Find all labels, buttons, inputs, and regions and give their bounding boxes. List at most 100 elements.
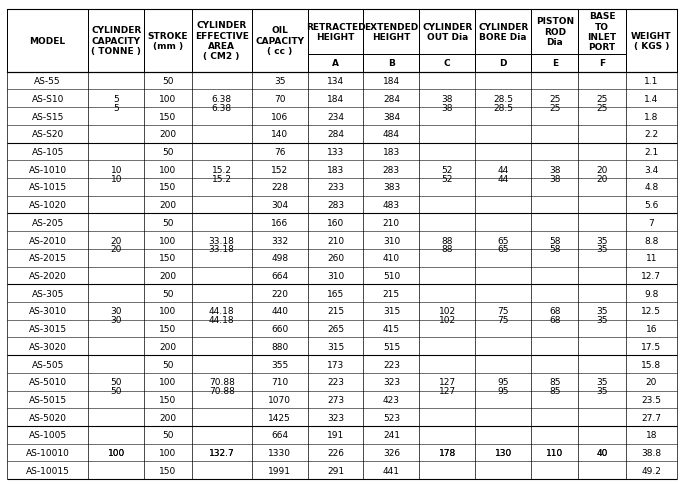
- Text: 332: 332: [271, 236, 288, 245]
- Text: 283: 283: [327, 201, 344, 210]
- Bar: [531, 461, 579, 479]
- Text: 58: 58: [549, 236, 560, 245]
- Text: 441: 441: [383, 466, 400, 475]
- Bar: [475, 55, 531, 73]
- Bar: [476, 214, 530, 284]
- Bar: [88, 461, 144, 479]
- Text: 100: 100: [159, 166, 176, 174]
- Bar: [531, 285, 579, 302]
- Bar: [308, 73, 363, 91]
- Bar: [475, 320, 531, 338]
- Bar: [475, 285, 531, 302]
- Bar: [531, 320, 579, 338]
- Bar: [88, 179, 144, 197]
- Text: 178: 178: [438, 448, 456, 457]
- Text: 40: 40: [596, 448, 607, 457]
- Text: 273: 273: [327, 395, 344, 404]
- Bar: [579, 320, 626, 338]
- Bar: [144, 426, 192, 444]
- Text: 28.5: 28.5: [493, 95, 513, 104]
- Bar: [144, 302, 192, 320]
- Text: A: A: [332, 60, 339, 68]
- Text: AS-2010: AS-2010: [29, 236, 66, 245]
- Bar: [363, 214, 419, 232]
- Bar: [579, 126, 626, 143]
- Bar: [475, 10, 531, 55]
- Text: AS-1005: AS-1005: [29, 430, 67, 439]
- Bar: [192, 408, 252, 426]
- Text: 880: 880: [271, 342, 289, 351]
- Bar: [363, 391, 419, 408]
- Bar: [7, 179, 88, 197]
- Bar: [88, 408, 144, 426]
- Text: AS-55: AS-55: [34, 77, 61, 86]
- Bar: [626, 214, 677, 232]
- Text: 215: 215: [327, 307, 344, 316]
- Bar: [192, 426, 252, 444]
- Text: 38: 38: [442, 104, 453, 112]
- Text: 165: 165: [327, 289, 344, 298]
- Bar: [252, 108, 308, 126]
- Text: CYLINDER
OUT Dia: CYLINDER OUT Dia: [422, 23, 473, 42]
- Bar: [7, 73, 88, 91]
- Text: 1.4: 1.4: [644, 95, 659, 104]
- Text: 200: 200: [159, 413, 176, 422]
- Bar: [579, 356, 625, 425]
- Text: 191: 191: [327, 430, 344, 439]
- Text: 265: 265: [327, 324, 344, 333]
- Text: 166: 166: [271, 218, 289, 227]
- Bar: [626, 285, 677, 302]
- Bar: [626, 373, 677, 391]
- Bar: [308, 214, 363, 232]
- Bar: [420, 214, 475, 284]
- Bar: [531, 144, 578, 213]
- Text: 323: 323: [327, 413, 344, 422]
- Bar: [363, 320, 419, 338]
- Text: 383: 383: [383, 183, 400, 192]
- Bar: [531, 161, 579, 179]
- Text: AS-5020: AS-5020: [29, 413, 66, 422]
- Bar: [192, 249, 252, 267]
- Text: 28.5: 28.5: [493, 104, 513, 112]
- Bar: [419, 179, 475, 197]
- Bar: [88, 355, 144, 373]
- Text: 18: 18: [646, 430, 657, 439]
- Text: 50: 50: [111, 378, 122, 386]
- Bar: [88, 10, 144, 73]
- Bar: [579, 391, 626, 408]
- Text: 20: 20: [111, 245, 122, 254]
- Text: 23.5: 23.5: [642, 395, 661, 404]
- Bar: [363, 10, 419, 55]
- Text: AS-205: AS-205: [31, 218, 64, 227]
- Bar: [252, 444, 308, 461]
- Text: 1.1: 1.1: [644, 77, 659, 86]
- Text: 44.18: 44.18: [209, 307, 235, 316]
- Text: AS-505: AS-505: [31, 360, 64, 369]
- Text: 38.8: 38.8: [642, 448, 661, 457]
- Text: 310: 310: [383, 236, 400, 245]
- Text: 70.88: 70.88: [209, 378, 235, 386]
- Bar: [7, 391, 88, 408]
- Text: 100: 100: [159, 236, 176, 245]
- Text: 85: 85: [549, 378, 560, 386]
- Text: 200: 200: [159, 272, 176, 280]
- Text: 50: 50: [162, 148, 174, 157]
- Bar: [7, 249, 88, 267]
- Text: 1425: 1425: [268, 413, 291, 422]
- Bar: [579, 214, 625, 284]
- Text: C: C: [444, 60, 451, 68]
- Bar: [626, 267, 677, 285]
- Bar: [363, 143, 419, 161]
- Bar: [626, 444, 677, 461]
- Text: 25: 25: [549, 104, 560, 112]
- Text: 44: 44: [497, 166, 509, 174]
- Bar: [475, 91, 531, 108]
- Bar: [144, 267, 192, 285]
- Text: 355: 355: [271, 360, 289, 369]
- Bar: [192, 144, 251, 213]
- Text: 150: 150: [159, 254, 176, 263]
- Text: 223: 223: [383, 360, 400, 369]
- Text: 127: 127: [438, 386, 456, 395]
- Bar: [308, 338, 363, 355]
- Bar: [88, 108, 144, 126]
